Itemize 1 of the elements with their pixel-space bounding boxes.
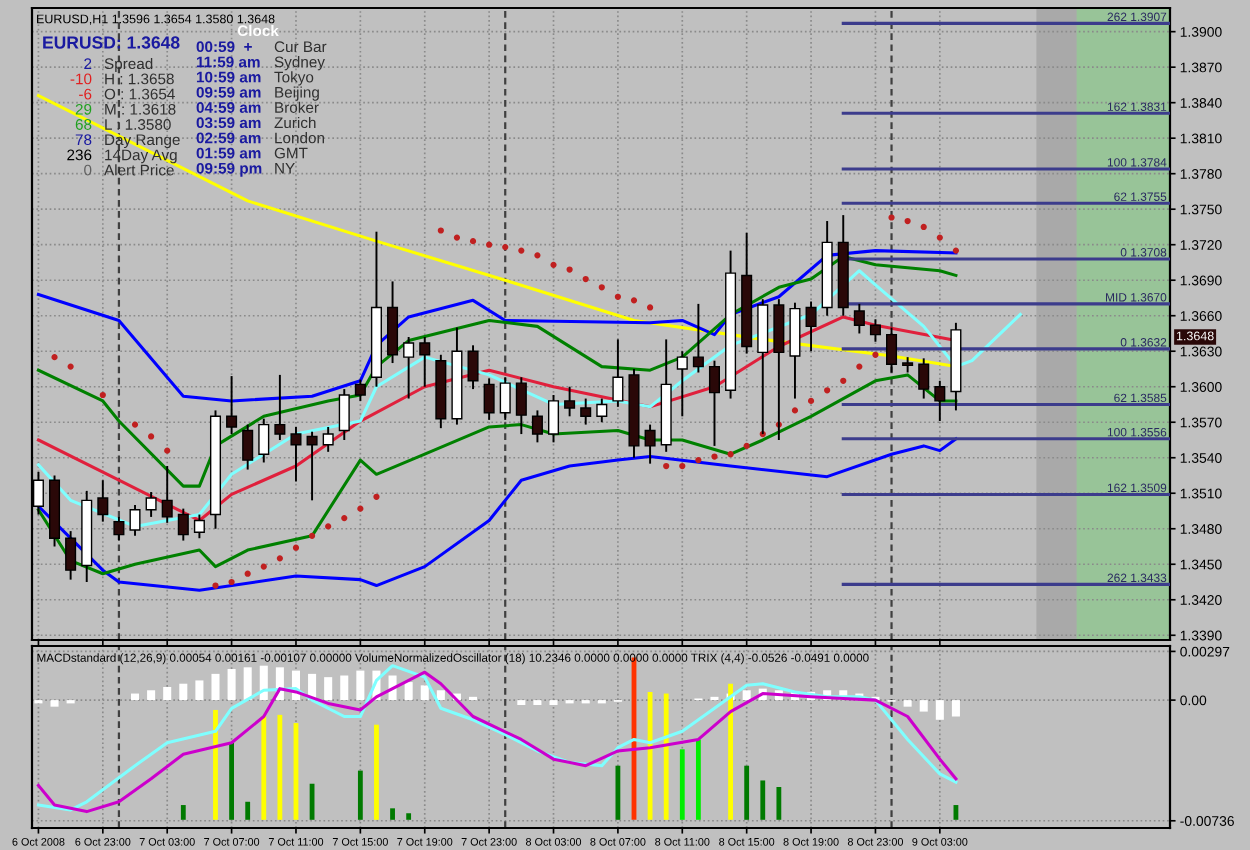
- annotation: EURUSD: 1.3648: [43, 36, 180, 49]
